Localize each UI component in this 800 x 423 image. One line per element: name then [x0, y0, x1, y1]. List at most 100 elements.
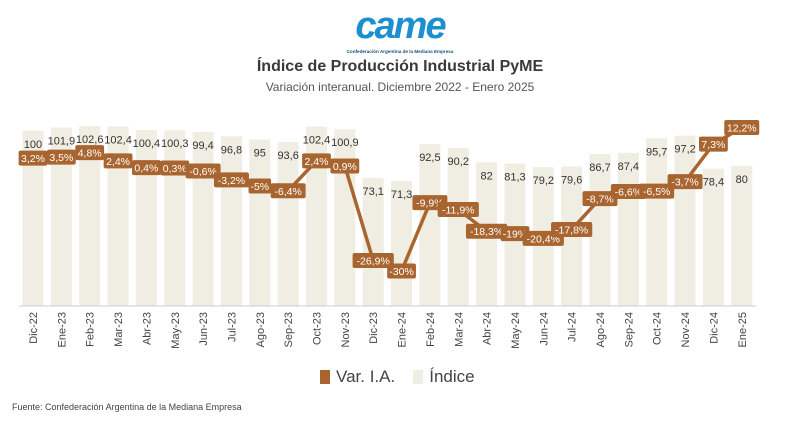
tick-label-Oct-23: Oct-23 — [312, 312, 324, 345]
bar-label-Nov-24: 97,2 — [674, 144, 695, 156]
legend-item-var: Var. I.A. — [320, 367, 395, 387]
tick-label-Oct-24: Oct-24 — [652, 312, 664, 345]
var-label-box-Mar-24 — [437, 201, 479, 217]
var-label-box-Dic-24 — [699, 136, 728, 152]
bar-Dic-22 — [22, 130, 44, 306]
var-label-Ene-25: 12,2% — [727, 123, 757, 135]
tick-label-Jun-23: Jun-23 — [198, 312, 210, 346]
bar-Jul-23 — [220, 136, 242, 306]
var-label-Sep-24: -6,6% — [615, 186, 642, 198]
tick-label-Ene-25: Ene-25 — [737, 312, 749, 347]
var-label-box-Dic-23 — [352, 252, 394, 268]
var-label-box-Mar-23 — [103, 153, 133, 169]
tick-label-Ago-24: Ago-24 — [595, 312, 607, 347]
var-label-Nov-23: 0,9% — [333, 161, 357, 173]
tick-label-Ago-23: Ago-23 — [255, 312, 267, 347]
bar-label-Dic-22: 100 — [24, 139, 42, 151]
bar-label-Sep-24: 87,4 — [618, 161, 639, 173]
var-label-Abr-24: -18,3% — [470, 226, 503, 238]
bar-label-Jun-24: 79,2 — [533, 175, 554, 187]
tick-label-Feb-23: Feb-23 — [85, 312, 97, 347]
bar-label-Nov-23: 100,9 — [331, 137, 359, 149]
legend-swatch-var — [320, 370, 330, 384]
var-label-Ago-23: -5% — [250, 181, 269, 193]
var-label-Dic-23: -26,9% — [357, 255, 390, 267]
bar-May-23 — [164, 130, 186, 306]
tick-label-Sep-23: Sep-23 — [283, 312, 295, 347]
bar-Feb-23 — [79, 126, 101, 306]
var-label-box-May-24 — [500, 226, 530, 242]
var-label-Sep-23: -6,4% — [274, 186, 301, 198]
var-label-May-23: 0,3% — [163, 163, 187, 175]
bar-Nov-23 — [334, 129, 356, 306]
bar-label-Dic-24: 78,4 — [703, 177, 724, 189]
bar-label-Ene-24: 71,3 — [391, 189, 412, 201]
tick-label-May-23: May-23 — [170, 312, 182, 349]
var-label-box-Jul-23 — [213, 172, 249, 188]
var-label-Nov-24: -3,7% — [671, 177, 698, 189]
var-label-Oct-23: 2,4% — [305, 156, 329, 168]
bar-Nov-24 — [674, 135, 696, 306]
tick-label-Abr-23: Abr-23 — [141, 312, 153, 345]
bar-label-Jun-23: 99,4 — [192, 140, 213, 152]
var-label-Dic-24: 7,3% — [701, 139, 725, 151]
tick-label-Abr-24: Abr-24 — [482, 312, 494, 345]
var-label-box-Abr-24 — [466, 223, 508, 239]
bar-Mar-23 — [107, 126, 129, 307]
bar-label-Oct-24: 95,7 — [646, 146, 667, 158]
var-label-box-Ene-25 — [724, 120, 760, 136]
chart-subtitle: Variación interanual. Diciembre 2022 - E… — [265, 80, 535, 94]
tick-label-Ene-24: Ene-24 — [397, 312, 409, 347]
var-label-box-Nov-24 — [667, 174, 703, 190]
var-label-box-Jun-23 — [185, 163, 221, 179]
tick-label-Jul-24: Jul-24 — [567, 312, 579, 342]
x-axis-ticks: Dic-22 Ene-23 Feb-23 Mar-23 Abr-23 May-23 Jun-… — [19, 305, 756, 349]
bar-label-Ago-23: 95 — [254, 148, 266, 160]
line-group: 3,2% 3,5% 4,8% 2,4% 0,4% 0,3% -0,6%-3,2% -5% -6,… — [18, 120, 760, 279]
tick-label-Jul-23: Jul-23 — [226, 312, 238, 342]
bar-Dic-23 — [362, 177, 384, 306]
bar-Dic-24 — [702, 168, 724, 306]
bar-Feb-24 — [419, 143, 441, 306]
bar-label-Mar-24: 90,2 — [448, 156, 469, 168]
bar-label-May-23: 100,3 — [161, 138, 189, 150]
var-label-box-Jul-24 — [551, 222, 593, 238]
var-label-box-Dic-22 — [18, 150, 48, 166]
bar-label-May-24: 81,3 — [504, 172, 525, 184]
bar-label-Feb-24: 92,5 — [419, 152, 440, 164]
var-label-Ago-24: -8,7% — [586, 194, 613, 206]
var-label-box-Ago-24 — [582, 191, 618, 207]
tick-label-Dic-22: Dic-22 — [28, 312, 40, 344]
var-label-Abr-23: 0,4% — [134, 163, 158, 175]
tick-label-Nov-24: Nov-24 — [680, 312, 692, 347]
tick-label-Nov-23: Nov-23 — [340, 312, 352, 347]
bar-Ago-24 — [589, 154, 611, 306]
var-label-Jul-24: -17,8% — [555, 225, 588, 237]
var-label-May-24: -19% — [503, 229, 528, 241]
tick-label-Ene-23: Ene-23 — [56, 312, 68, 347]
bar-label-Mar-23: 102,4 — [104, 135, 132, 147]
bar-Ago-23 — [249, 139, 271, 306]
bar-label-Abr-24: 82 — [480, 170, 492, 182]
var-label-Feb-24: -9,9% — [416, 198, 443, 210]
bar-label-Oct-23: 102,4 — [303, 135, 331, 147]
came-logo: came Confederación Argentina de la Media… — [330, 6, 470, 56]
bar-label-Abr-23: 100,4 — [133, 138, 161, 150]
var-label-box-Ene-24 — [387, 263, 416, 279]
bar-label-Feb-23: 102,6 — [76, 134, 104, 146]
bar-value-labels: 100 101,9 102,6 102,4 100,4 100,3 99,4 96,8 95 93… — [24, 134, 748, 201]
bar-label-Jul-24: 79,6 — [561, 175, 582, 187]
var-label-Jul-23: -3,2% — [218, 175, 245, 187]
var-label-Feb-23: 4,8% — [78, 148, 102, 160]
legend-swatch-indice — [413, 370, 424, 384]
bar-Mar-24 — [447, 147, 469, 306]
bar-Sep-24 — [617, 152, 639, 306]
var-label-box-Ago-23 — [248, 178, 272, 194]
chart-area: 100 101,9 102,6 102,4 100,4 100,3 99,4 96,8 95 93… — [18, 120, 760, 349]
bar-Abr-23 — [135, 130, 157, 306]
var-label-box-Oct-23 — [302, 153, 331, 169]
bar-Jun-23 — [192, 131, 214, 306]
bar-label-Jul-23: 96,8 — [221, 144, 242, 156]
bar-Ene-23 — [50, 127, 72, 307]
bar-label-Dic-23: 73,1 — [362, 186, 383, 198]
